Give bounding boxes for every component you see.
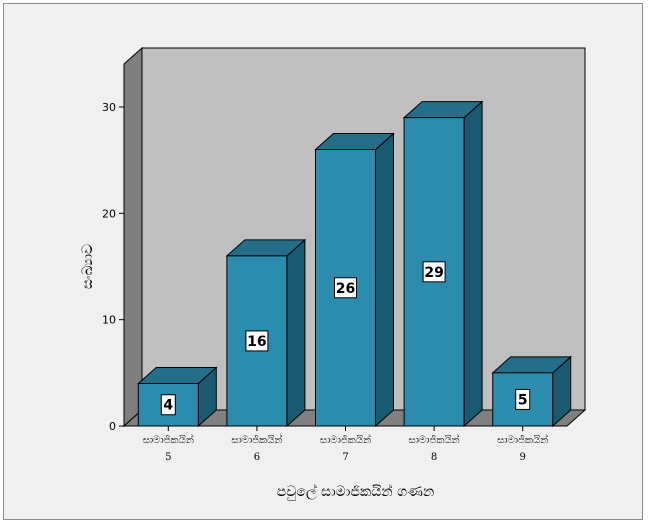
bar-0: 4 xyxy=(136,366,218,428)
data-label-4: 5 xyxy=(518,392,528,408)
bar-4: 5 xyxy=(491,355,573,428)
x-tick-label-number-0: 5 xyxy=(165,452,171,463)
y-tick-label-0: 0 xyxy=(109,420,116,433)
x-axis-ticks: සාමාජිකයින් 5 සාමාජිකයින් 6 සාමාජිකයින් 7 සාමා… xyxy=(143,426,548,463)
y-axis-ticks: 0 10 20 30 xyxy=(102,101,124,433)
bar-front-2 xyxy=(315,149,376,427)
data-label-box-4 xyxy=(515,388,531,410)
data-label-box-3 xyxy=(422,261,446,283)
x-tick-label-word-3: සාමාජිකයින් xyxy=(409,433,460,446)
bar-side-2 xyxy=(375,132,394,428)
data-label-2: 26 xyxy=(336,281,355,297)
x-tick-label-word-4: සාමාජිකයින් xyxy=(497,433,548,446)
x-tick-label-number-3: 8 xyxy=(431,452,437,463)
y-tick-label-10: 10 xyxy=(102,314,116,327)
y-tick-label-20: 20 xyxy=(102,207,116,220)
data-label-box-1 xyxy=(245,330,269,352)
x-tick-label-word-2: සාමාජිකයින් xyxy=(320,433,371,446)
bar-3: 29 xyxy=(402,100,484,428)
y-tick-label-30: 30 xyxy=(102,101,116,114)
x-axis-title: පවුලේ සාමාජිකයින් ගණන xyxy=(277,484,434,501)
data-label-box-0 xyxy=(160,394,176,416)
data-label-1: 16 xyxy=(247,334,266,350)
x-tick-label-number-2: 7 xyxy=(342,452,348,463)
bar-2: 26 xyxy=(314,132,395,428)
data-label-0: 4 xyxy=(163,398,173,414)
x-tick-label-number-1: 6 xyxy=(254,452,260,463)
bars: 4 16 26 29 5 xyxy=(136,100,573,428)
bar-side-3 xyxy=(463,100,483,428)
data-label-3: 29 xyxy=(424,265,443,281)
chart-side-wall xyxy=(123,46,143,428)
y-axis-title: සංඛ්‍යාව xyxy=(80,244,96,289)
bar-1: 16 xyxy=(225,238,307,428)
x-tick-label-number-4: 9 xyxy=(520,452,526,463)
x-tick-label-word-1: සාමාජිකයින් xyxy=(231,433,282,446)
x-tick-label-word-0: සාමාජිකයින් xyxy=(143,433,194,446)
data-label-box-2 xyxy=(334,277,357,299)
bar-side-1 xyxy=(286,238,306,428)
